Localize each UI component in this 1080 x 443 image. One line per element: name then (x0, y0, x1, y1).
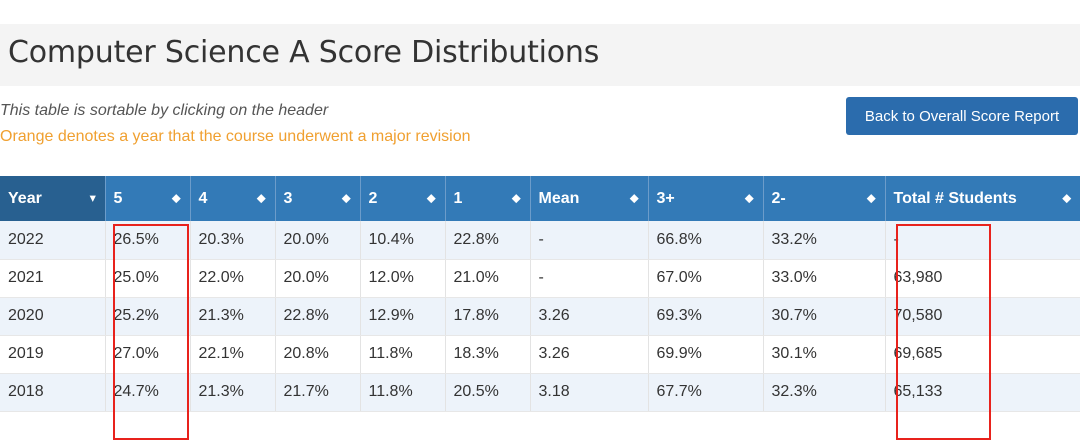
table-cell-total-num-students: 63,980 (885, 259, 1080, 298)
column-header-label: 4 (198, 189, 208, 207)
sort-both-icon[interactable]: ◆ (342, 192, 351, 204)
table-cell-1: 21.0% (445, 259, 531, 298)
sort-both-icon[interactable]: ◆ (427, 192, 436, 204)
sort-both-icon[interactable]: ◆ (257, 192, 266, 204)
table-row: 2020 25.2% 21.3% 22.8% 12.9% 17.8% 3.26 69.3% 30… (0, 297, 1080, 336)
table-row: 2022 26.5% 20.3% 20.0% 10.4% 22.8% -66.8% 33.2%… (0, 221, 1080, 260)
table-cell-3plus: 69.9% (648, 335, 764, 374)
column-header-label: 2 (368, 189, 378, 207)
table-cell-2: 11.8% (360, 335, 446, 374)
column-header-4[interactable]: 4 ◆ (190, 176, 276, 221)
column-header-label: 3+ (656, 189, 675, 207)
table-header-row: Year ▾ 5 ◆ 4 ◆ 3 ◆ 2 ◆ 1 ◆ Mean ◆ 3+ ◆ 2- ◆ Total # Studen… (0, 176, 1080, 221)
table-cell-year: 2021 (0, 259, 106, 298)
table-cell-year: 2020 (0, 297, 106, 336)
sort-down-icon[interactable]: ▾ (89, 192, 96, 204)
table-cell-mean: 3.26 (530, 335, 649, 374)
table-cell-3plus: 69.3% (648, 297, 764, 336)
sort-both-icon[interactable]: ◆ (1062, 192, 1071, 204)
column-header-label: Year (8, 189, 42, 207)
column-header-2[interactable]: 2 ◆ (360, 176, 446, 221)
table-cell-3: 22.8% (275, 297, 361, 336)
table-cell-2minus: 32.3% (763, 373, 886, 412)
table-cell-total-num-students: 65,133 (885, 373, 1080, 412)
column-header-mean[interactable]: Mean ◆ (530, 176, 649, 221)
sort-both-icon[interactable]: ◆ (512, 192, 521, 204)
column-header-label: 2- (771, 189, 786, 207)
column-header-label: 3 (283, 189, 293, 207)
table-cell-2minus: 30.1% (763, 335, 886, 374)
table-cell-total-num-students: - (885, 221, 1080, 260)
table-cell-2minus: 33.2% (763, 221, 886, 260)
column-header-label: 1 (453, 189, 463, 207)
sort-note: This table is sortable by clicking on th… (0, 102, 329, 119)
table-cell-4: 21.3% (190, 297, 276, 336)
table-cell-mean: 3.18 (530, 373, 649, 412)
table-row: 2018 24.7% 21.3% 21.7% 11.8% 20.5% 3.18 67.7% 32… (0, 373, 1080, 412)
table-cell-3plus: 67.0% (648, 259, 764, 298)
table-cell-4: 22.0% (190, 259, 276, 298)
column-header-1[interactable]: 1 ◆ (445, 176, 531, 221)
sort-both-icon[interactable]: ◆ (867, 192, 876, 204)
table-cell-2minus: 33.0% (763, 259, 886, 298)
table-cell-3plus: 67.7% (648, 373, 764, 412)
table-row: 2019 27.0% 22.1% 20.8% 11.8% 18.3% 3.26 69.9% 30… (0, 335, 1080, 374)
table-cell-3: 21.7% (275, 373, 361, 412)
back-to-score-report-button[interactable]: Back to Overall Score Report (846, 97, 1078, 135)
table-cell-mean: - (530, 259, 649, 298)
table-cell-3: 20.0% (275, 259, 361, 298)
table-cell-2: 11.8% (360, 373, 446, 412)
column-header-3plus[interactable]: 3+ ◆ (648, 176, 764, 221)
column-header-label: Total # Students (893, 189, 1017, 207)
table-cell-year: 2022 (0, 221, 106, 260)
table-cell-5: 26.5% (105, 221, 191, 260)
revision-note: Orange denotes a year that the course un… (0, 128, 471, 145)
page-header: Computer Science A Score Distributions (0, 24, 1080, 86)
column-header-label: 5 (113, 189, 123, 207)
table-cell-4: 22.1% (190, 335, 276, 374)
sort-both-icon[interactable]: ◆ (630, 192, 639, 204)
table-cell-5: 27.0% (105, 335, 191, 374)
table-cell-1: 18.3% (445, 335, 531, 374)
table-cell-mean: 3.26 (530, 297, 649, 336)
table-cell-1: 20.5% (445, 373, 531, 412)
table-cell-mean: - (530, 221, 649, 260)
table-cell-2: 12.0% (360, 259, 446, 298)
table-body: 2022 26.5% 20.3% 20.0% 10.4% 22.8% -66.8% 33.2%… (0, 221, 1080, 412)
table-row: 2021 25.0% 22.0% 20.0% 12.0% 21.0% -67.0% 33.0%… (0, 259, 1080, 298)
table-cell-5: 24.7% (105, 373, 191, 412)
table-cell-4: 21.3% (190, 373, 276, 412)
table-cell-total-num-students: 69,685 (885, 335, 1080, 374)
sort-both-icon[interactable]: ◆ (745, 192, 754, 204)
score-distribution-table: Year ▾ 5 ◆ 4 ◆ 3 ◆ 2 ◆ 1 ◆ Mean ◆ 3+ ◆ 2- ◆ Total # Studen… (0, 176, 1080, 412)
table-cell-2minus: 30.7% (763, 297, 886, 336)
column-header-5[interactable]: 5 ◆ (105, 176, 191, 221)
sort-both-icon[interactable]: ◆ (172, 192, 181, 204)
table-cell-5: 25.2% (105, 297, 191, 336)
table-cell-1: 22.8% (445, 221, 531, 260)
table-cell-year: 2019 (0, 335, 106, 374)
column-header-2minus[interactable]: 2- ◆ (763, 176, 886, 221)
table-cell-5: 25.0% (105, 259, 191, 298)
column-header-label: Mean (538, 189, 580, 207)
table-cell-3: 20.0% (275, 221, 361, 260)
table-cell-3plus: 66.8% (648, 221, 764, 260)
column-header-year[interactable]: Year ▾ (0, 176, 106, 221)
table-cell-4: 20.3% (190, 221, 276, 260)
column-header-total-num-students[interactable]: Total # Students ◆ (885, 176, 1080, 221)
page-title: Computer Science A Score Distributions (8, 35, 600, 70)
table-cell-year: 2018 (0, 373, 106, 412)
table-cell-total-num-students: 70,580 (885, 297, 1080, 336)
column-header-3[interactable]: 3 ◆ (275, 176, 361, 221)
table-cell-2: 10.4% (360, 221, 446, 260)
table-cell-1: 17.8% (445, 297, 531, 336)
table-cell-2: 12.9% (360, 297, 446, 336)
table-cell-3: 20.8% (275, 335, 361, 374)
